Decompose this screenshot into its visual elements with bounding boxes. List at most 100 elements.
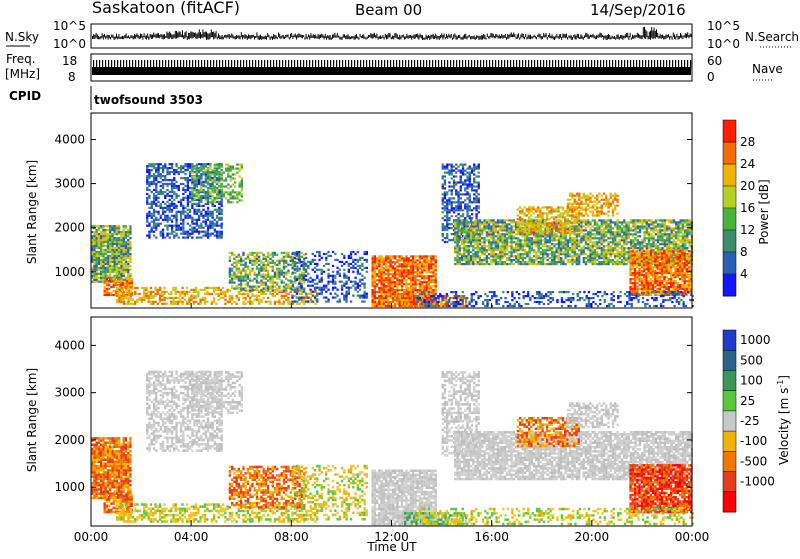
- power-cell: [93, 258, 96, 261]
- power-cell: [394, 304, 397, 308]
- power-cell: [380, 269, 383, 272]
- power-cell: [371, 257, 374, 260]
- power-cell: [371, 291, 374, 294]
- power-cell: [240, 163, 243, 166]
- freq-sample: [165, 60, 167, 68]
- power-cell: [110, 293, 113, 297]
- power-cell: [481, 221, 484, 224]
- power-cell: [202, 226, 205, 229]
- power-cell: [432, 300, 435, 304]
- power-cell: [124, 233, 128, 236]
- power-cell: [311, 260, 314, 263]
- power-cell: [267, 259, 270, 262]
- power-cell: [430, 261, 433, 264]
- power-cell: [485, 233, 488, 236]
- power-cell: [472, 257, 475, 260]
- power-cell: [224, 292, 227, 295]
- power-cell: [253, 285, 256, 288]
- power-cell: [258, 251, 261, 254]
- power-cell: [490, 249, 493, 252]
- nave-tick-bottom: 0: [707, 70, 715, 84]
- power-cell: [273, 290, 277, 293]
- power-cell: [269, 277, 272, 280]
- power-cell: [455, 193, 458, 196]
- noise-sample: [642, 27, 644, 38]
- power-cell: [443, 175, 447, 178]
- power-cell: [492, 243, 495, 246]
- freq-sample: [501, 60, 503, 68]
- power-cell: [185, 300, 189, 303]
- power-cell: [327, 274, 330, 277]
- power-cell: [105, 280, 109, 283]
- power-cell: [206, 224, 210, 227]
- power-cell: [465, 221, 468, 224]
- power-cell: [391, 304, 395, 308]
- power-cell: [446, 171, 449, 174]
- noise-sample: [287, 34, 289, 38]
- power-cell: [336, 266, 339, 269]
- freq-sample: [162, 60, 164, 68]
- power-cell: [293, 300, 296, 303]
- power-cell: [467, 255, 470, 258]
- power-cell: [182, 224, 185, 227]
- power-cell: [446, 302, 450, 306]
- power-cell: [503, 223, 506, 226]
- noise-sample: [443, 33, 445, 38]
- power-cell: [280, 271, 283, 274]
- power-cell: [382, 285, 385, 288]
- power-cell: [462, 297, 465, 300]
- power-cell: [382, 287, 385, 290]
- power-cell: [166, 200, 169, 203]
- noise-sample: [228, 34, 230, 39]
- power-cell: [285, 251, 288, 254]
- power-cell: [492, 255, 495, 258]
- freq-sample: [690, 60, 692, 68]
- power-cell: [394, 293, 397, 296]
- power-cell: [120, 288, 123, 291]
- power-cell: [293, 264, 296, 267]
- power-cell: [164, 206, 167, 209]
- power-cell: [385, 297, 388, 300]
- power-cell: [173, 190, 176, 194]
- power-cell: [220, 193, 223, 196]
- power-cell: [418, 257, 422, 260]
- power-cell: [494, 235, 497, 238]
- power-cell: [209, 167, 212, 170]
- noise-sample: [672, 32, 674, 37]
- noise-sample: [318, 34, 320, 40]
- power-cell: [231, 281, 234, 284]
- power-cell: [122, 256, 125, 259]
- power-cell: [220, 197, 223, 200]
- power-cell: [106, 237, 110, 240]
- power-cell: [458, 227, 461, 230]
- power-cell: [106, 233, 110, 236]
- noise-sample: [524, 36, 525, 40]
- freq-sample: [309, 60, 311, 68]
- power-cell: [456, 257, 459, 260]
- power-cell: [191, 216, 194, 219]
- power-cell: [249, 289, 252, 292]
- power-cell: [106, 244, 110, 248]
- power-cell: [414, 277, 417, 280]
- power-cell: [405, 273, 408, 276]
- power-cell: [485, 223, 488, 226]
- power-cell: [102, 239, 105, 242]
- power-cell: [476, 223, 479, 226]
- noise-sample: [551, 34, 553, 39]
- power-cell: [95, 278, 98, 281]
- power-cell: [213, 175, 216, 178]
- power-cell: [456, 223, 459, 226]
- power-cell: [143, 298, 146, 301]
- freq-sample: [405, 60, 407, 68]
- power-cell: [481, 253, 484, 256]
- power-cell: [501, 225, 504, 228]
- noise-sample: [335, 35, 337, 38]
- power-cell: [129, 237, 132, 240]
- power-cell: [463, 239, 466, 242]
- power-cell: [373, 273, 376, 276]
- freq-sample: [144, 60, 146, 68]
- power-cell: [389, 273, 392, 276]
- power-cell: [93, 252, 96, 256]
- power-cell: [289, 290, 292, 293]
